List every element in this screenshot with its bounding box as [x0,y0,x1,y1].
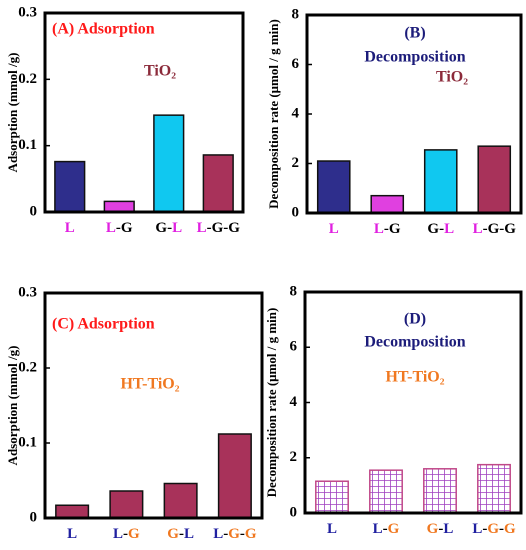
y-tick-label: 0.2 [18,71,37,87]
plot-frame [305,13,523,215]
y-tick-label: 0.3 [18,4,37,20]
bar [103,200,135,213]
x-tick-label: L [65,220,75,236]
bar [315,480,349,514]
y-tick-label: 2 [290,449,298,465]
y-axis-label: Adsorption (mmol /g) [5,53,20,173]
panel-subtitle: Decomposition [364,49,465,66]
y-tick-label: 0.1 [18,137,37,153]
y-tick-label: 4 [292,105,300,121]
bar [423,468,457,514]
y-tick-label: 8 [290,283,298,299]
panel-title: (C) Adsorption [52,316,155,333]
x-tick-label: G-L [155,220,182,236]
bar [109,490,144,519]
x-tick-label: L [329,221,339,237]
y-tick-label: 8 [292,6,300,22]
material-label: HT-TiO₂ [385,369,444,386]
material-label: TiO₂ [144,63,176,80]
bar [370,194,405,214]
y-tick-label: 6 [290,339,298,355]
y-tick-label: 0.1 [18,434,37,450]
panel-title: (B) [404,25,425,42]
x-tick-label: L-G [113,526,140,542]
bar [55,504,90,519]
y-tick-label: 6 [292,56,300,72]
bar [477,145,512,214]
material-label: HT-TiO₂ [120,376,179,393]
plot-frame [303,290,523,515]
bar [423,149,458,214]
x-tick-label: G-L [427,221,454,237]
y-tick-label: 0 [30,509,38,525]
bar [202,154,234,213]
y-tick-label: 2 [292,155,300,171]
plot-frame [43,291,264,520]
x-tick-label: L-G [106,220,133,236]
panel-title: (A) Adsorption [52,21,155,38]
material-label: TiO₂ [436,69,468,86]
x-tick-label: L-G [373,521,400,537]
x-tick-label: L-G-G [473,221,517,237]
x-tick-label: G-L [167,526,194,542]
y-axis-label: Decomposition rate (μmol / g min) [264,308,279,498]
y-tick-label: 0.3 [18,284,37,300]
bar [316,160,351,214]
x-tick-label: L-G-G [472,521,516,537]
y-tick-label: 4 [290,394,298,410]
y-tick-label: 0.2 [18,359,37,375]
panel-title: (D) [404,311,426,328]
bar [153,114,185,213]
bar [217,433,252,519]
x-tick-label: L [327,521,337,537]
x-tick-label: G-L [427,521,454,537]
x-tick-label: L-G-G [213,526,257,542]
panel-subtitle: Decomposition [364,334,465,351]
y-tick-label: 0 [292,204,300,220]
y-axis-label: Decomposition rate (μmol / g min) [266,19,281,209]
x-tick-label: L [67,526,77,542]
y-tick-label: 0 [290,504,298,520]
bar [54,160,86,213]
plot-frame [43,11,245,214]
bar [163,482,198,519]
x-tick-label: L-G [374,221,401,237]
y-tick-label: 0 [30,203,38,219]
bar [477,463,511,514]
x-tick-label: L-G-G [197,220,241,236]
y-axis-label: Adsorption (mmol /g) [5,346,20,466]
bar [369,469,403,514]
